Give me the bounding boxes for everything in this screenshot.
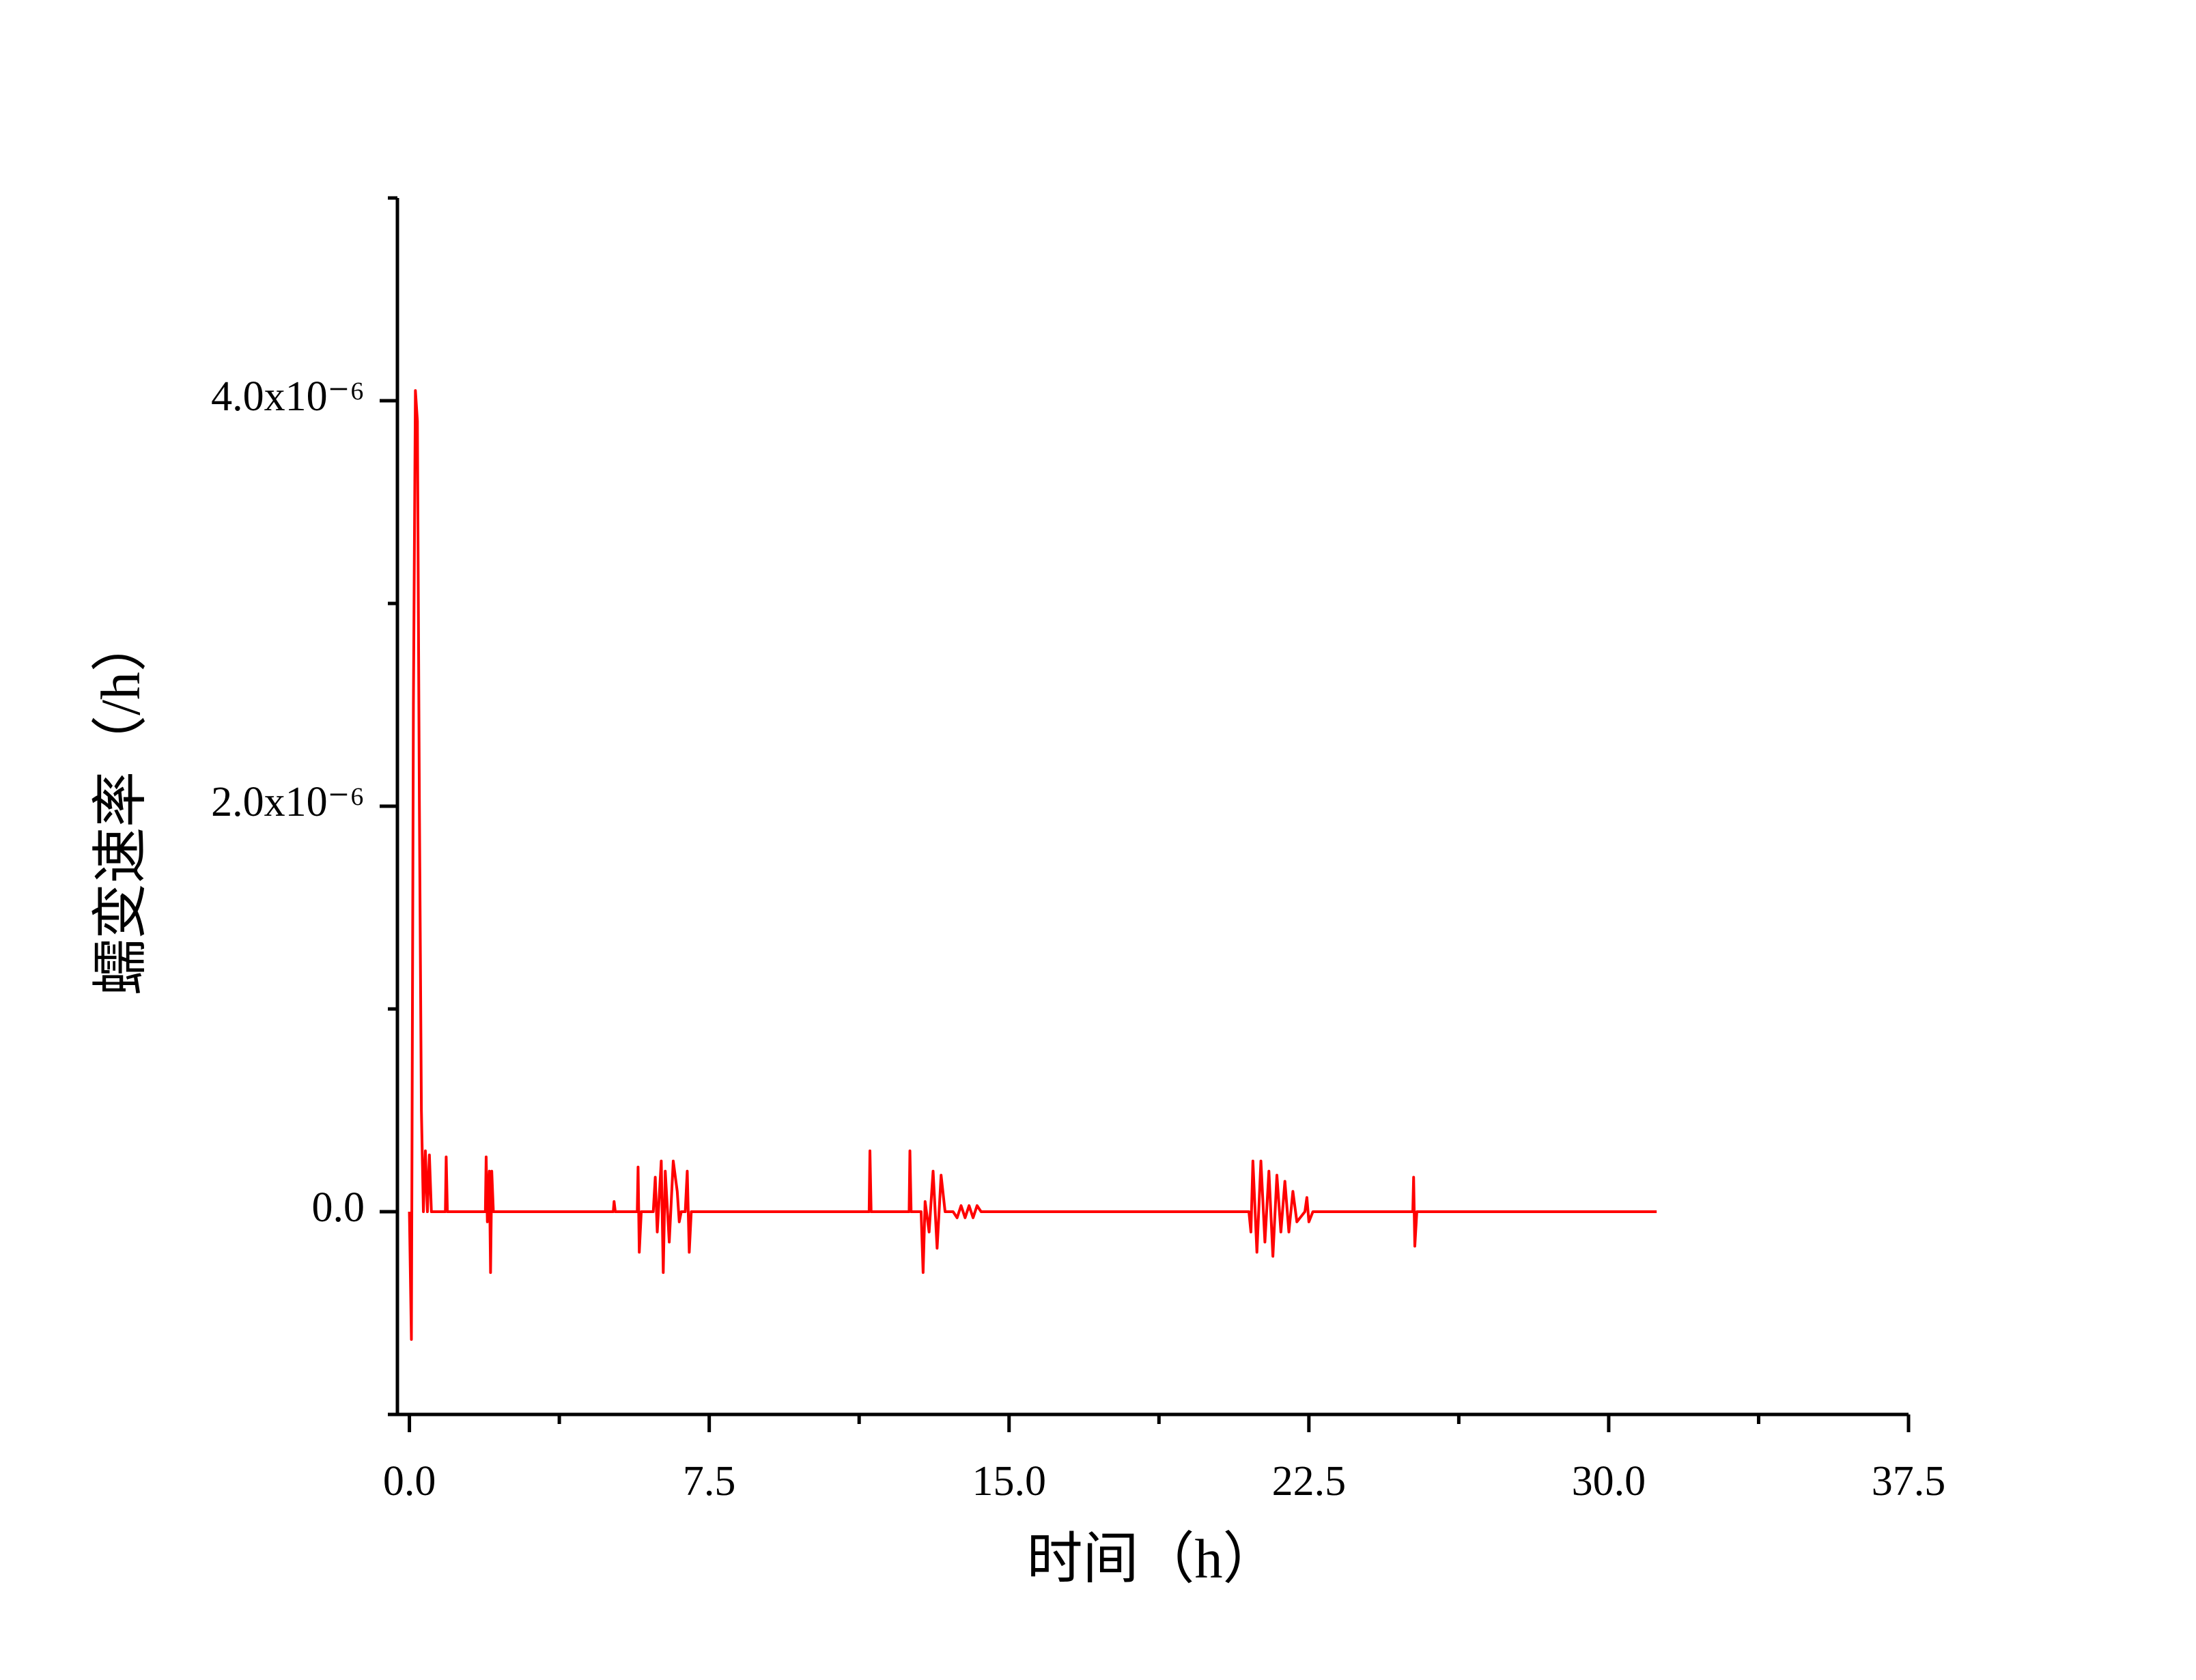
y-tick-label: 0.0 [312,1184,365,1231]
x-tick-label: 30.0 [1572,1458,1646,1505]
y-tick-label: 4.0x10⁻⁶ [211,373,365,420]
x-tick-label: 15.0 [972,1458,1046,1505]
x-tick-label: 37.5 [1872,1458,1946,1505]
x-tick-label: 7.5 [683,1458,736,1505]
x-tick-label: 22.5 [1272,1458,1347,1505]
data-line [408,389,1657,1341]
x-tick-label: 0.0 [383,1458,436,1505]
x-axis-title: 时间（h） [1026,1528,1278,1590]
y-axis-title: 蠕变速率（/h） [89,616,152,995]
y-tick-label: 2.0x10⁻⁶ [211,779,365,825]
